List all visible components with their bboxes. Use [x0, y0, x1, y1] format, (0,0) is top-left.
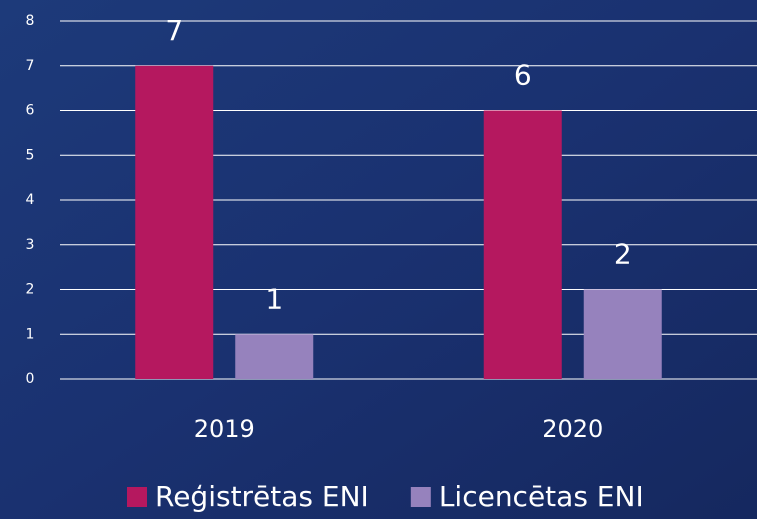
bar	[135, 66, 213, 379]
data-label: 2	[614, 238, 632, 271]
y-tick-label: 0	[26, 371, 35, 387]
x-tick-label: 2020	[542, 415, 603, 443]
background	[0, 0, 757, 519]
bar	[484, 111, 562, 380]
data-label: 1	[265, 282, 283, 315]
x-tick-label: 2019	[194, 415, 255, 443]
legend-swatch	[127, 487, 147, 507]
y-tick-label: 6	[26, 103, 35, 119]
chart: 0 1 2 3 4 5 6 7 8 2019 7 1 2020 6 2 Reģistrētas ENI Lice…	[0, 0, 757, 519]
bar	[235, 334, 313, 379]
legend-label: Reģistrētas ENI	[155, 480, 369, 513]
y-tick-label: 5	[26, 147, 35, 163]
data-label: 7	[165, 14, 183, 47]
y-tick-label: 3	[26, 237, 35, 253]
legend-label: Licencētas ENI	[439, 480, 644, 513]
y-tick-label: 2	[26, 282, 35, 298]
bar	[584, 290, 662, 380]
data-label: 6	[514, 59, 532, 92]
y-tick-label: 4	[26, 192, 35, 208]
y-tick-label: 7	[26, 58, 35, 74]
y-tick-label: 8	[26, 13, 35, 29]
y-tick-label: 1	[26, 326, 35, 342]
legend-swatch	[411, 487, 431, 507]
